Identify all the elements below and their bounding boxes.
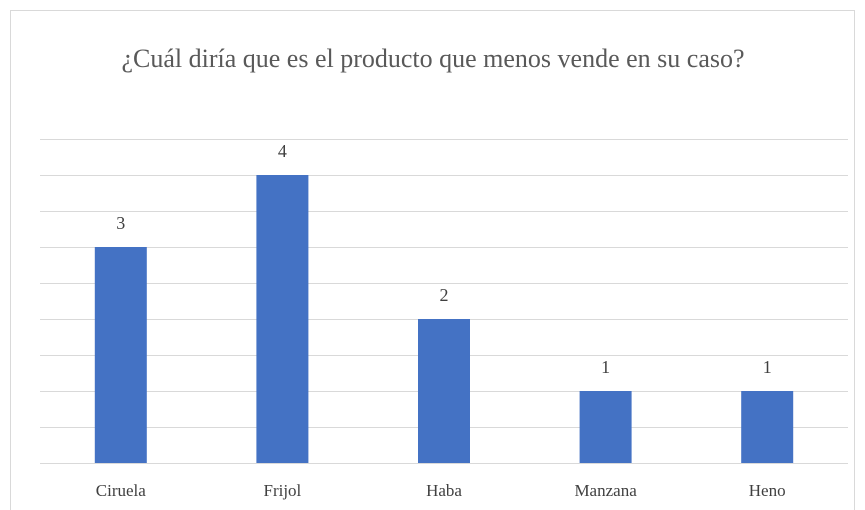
data-label: 4: [278, 141, 287, 161]
x-tick-label: Haba: [426, 481, 462, 500]
chart-border: [10, 10, 855, 510]
data-label: 2: [440, 285, 449, 305]
data-label: 1: [763, 357, 772, 377]
x-tick-label: Heno: [749, 481, 786, 500]
data-label: 3: [116, 213, 125, 233]
x-tick-label: Manzana: [574, 481, 637, 500]
bar: [94, 247, 147, 463]
x-tick-label: Ciruela: [96, 481, 146, 500]
bar: [741, 391, 794, 463]
chart-title: ¿Cuál diría que es el producto que menos…: [121, 44, 745, 73]
x-tick-label: Frijol: [264, 481, 302, 500]
bar: [579, 391, 632, 463]
bar: [256, 175, 309, 463]
data-label: 1: [601, 357, 610, 377]
bar: [418, 319, 470, 463]
